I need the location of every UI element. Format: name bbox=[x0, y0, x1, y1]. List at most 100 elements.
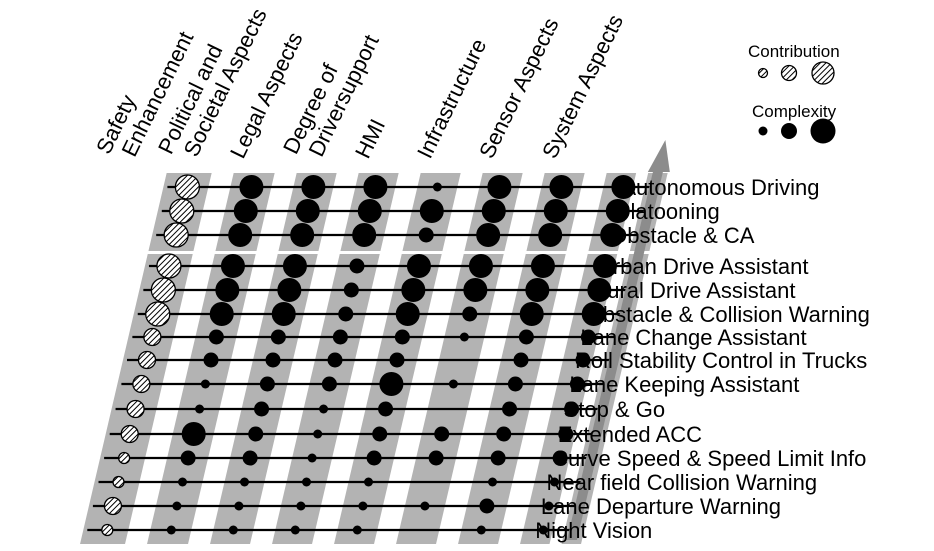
row-label: Obstacle & Collision Warning bbox=[586, 302, 870, 327]
complexity-mark bbox=[552, 450, 568, 466]
column-gap bbox=[498, 254, 588, 544]
legend-contribution-mark bbox=[757, 67, 769, 79]
complexity-mark bbox=[195, 404, 205, 414]
complexity-mark bbox=[270, 329, 286, 345]
legend-complexity-title: Complexity bbox=[752, 102, 837, 121]
complexity-mark bbox=[349, 258, 365, 274]
complexity-mark bbox=[248, 426, 264, 442]
complexity-mark bbox=[525, 278, 550, 302]
complexity-mark bbox=[569, 376, 585, 392]
column-header-line: HMI bbox=[350, 115, 390, 162]
complexity-mark bbox=[357, 199, 382, 223]
row-label: Obstacle & CA bbox=[610, 223, 755, 248]
complexity-mark bbox=[203, 352, 219, 368]
complexity-mark bbox=[319, 404, 329, 414]
safety-contribution-mark bbox=[137, 350, 157, 370]
column-gap bbox=[436, 254, 526, 544]
complexity-mark bbox=[307, 453, 317, 463]
complexity-mark bbox=[487, 175, 512, 199]
complexity-mark bbox=[432, 182, 442, 192]
complexity-mark bbox=[389, 352, 405, 368]
complexity-mark bbox=[479, 498, 495, 514]
complexity-mark bbox=[592, 254, 617, 278]
complexity-mark bbox=[507, 376, 523, 392]
complexity-mark bbox=[401, 278, 426, 302]
complexity-mark bbox=[178, 477, 188, 487]
complexity-mark bbox=[363, 175, 388, 199]
safety-contribution-mark bbox=[156, 253, 182, 279]
safety-contribution-mark bbox=[163, 222, 189, 248]
complexity-mark bbox=[530, 254, 555, 278]
complexity-mark bbox=[172, 501, 182, 511]
complexity-mark bbox=[575, 352, 591, 368]
complexity-mark bbox=[394, 329, 410, 345]
row-label: Roll Stability Control in Trucks bbox=[575, 348, 867, 373]
safety-contribution-mark bbox=[174, 174, 201, 200]
safety-contribution-mark bbox=[112, 475, 125, 489]
safety-contribution-mark bbox=[169, 198, 195, 224]
legend-contribution-mark bbox=[780, 64, 798, 82]
complexity-mark bbox=[209, 302, 234, 326]
safety-contribution-mark bbox=[120, 424, 139, 444]
column-header: HMI bbox=[350, 115, 390, 162]
complexity-mark bbox=[550, 477, 560, 487]
safety-contribution-mark bbox=[132, 374, 151, 394]
complexity-mark bbox=[518, 329, 534, 345]
column-gap bbox=[250, 254, 340, 544]
complexity-mark bbox=[419, 199, 444, 223]
safety-contribution-mark bbox=[103, 496, 123, 516]
legend-contribution-mark bbox=[811, 61, 835, 85]
column-gap bbox=[312, 254, 402, 544]
complexity-mark bbox=[352, 223, 377, 247]
safety-contribution-mark bbox=[150, 277, 176, 303]
complexity-mark bbox=[434, 426, 450, 442]
complexity-mark bbox=[543, 199, 568, 223]
progression-arrow-head bbox=[647, 140, 670, 172]
complexity-mark bbox=[476, 223, 501, 247]
row-label: Extended ACC bbox=[558, 422, 702, 447]
complexity-mark bbox=[181, 422, 206, 446]
complexity-mark bbox=[468, 254, 493, 278]
complexity-mark bbox=[259, 376, 275, 392]
complexity-mark bbox=[234, 501, 244, 511]
column-gap bbox=[188, 254, 278, 544]
complexity-mark bbox=[538, 525, 548, 535]
complexity-mark bbox=[364, 477, 374, 487]
complexity-mark bbox=[490, 450, 506, 466]
column-gap bbox=[374, 254, 464, 544]
row-label: Lane Departure Warning bbox=[541, 494, 781, 519]
complexity-mark bbox=[496, 426, 512, 442]
complexity-mark bbox=[513, 352, 529, 368]
complexity-mark bbox=[215, 278, 240, 302]
complexity-mark bbox=[352, 525, 362, 535]
complexity-mark bbox=[228, 525, 238, 535]
complexity-mark bbox=[463, 278, 488, 302]
complexity-mark bbox=[180, 450, 196, 466]
row-label: Rural Drive Assistant bbox=[591, 278, 795, 303]
complexity-mark bbox=[332, 329, 348, 345]
complexity-mark bbox=[462, 306, 478, 322]
column-gap bbox=[125, 254, 215, 544]
complexity-mark bbox=[395, 302, 420, 326]
complexity-mark bbox=[327, 352, 343, 368]
progression-arrow-shaft bbox=[566, 168, 664, 540]
row-label: Platooning bbox=[616, 199, 720, 224]
complexity-mark bbox=[420, 501, 430, 511]
complexity-mark bbox=[313, 429, 323, 439]
complexity-mark bbox=[611, 175, 636, 199]
complexity-mark bbox=[558, 426, 574, 442]
complexity-mark bbox=[296, 501, 306, 511]
complexity-mark bbox=[502, 401, 518, 417]
complexity-mark bbox=[372, 426, 388, 442]
complexity-mark bbox=[378, 401, 394, 417]
row-label: Night Vision bbox=[535, 518, 652, 543]
legend-complexity-mark bbox=[781, 123, 797, 139]
complexity-mark bbox=[605, 199, 630, 223]
row-label: Lane Keeping Assistant bbox=[569, 372, 799, 397]
complexity-mark bbox=[564, 401, 580, 417]
legend-complexity-mark bbox=[758, 126, 768, 136]
row-label: Lane Change Assistant bbox=[580, 325, 806, 350]
complexity-mark bbox=[220, 254, 245, 278]
